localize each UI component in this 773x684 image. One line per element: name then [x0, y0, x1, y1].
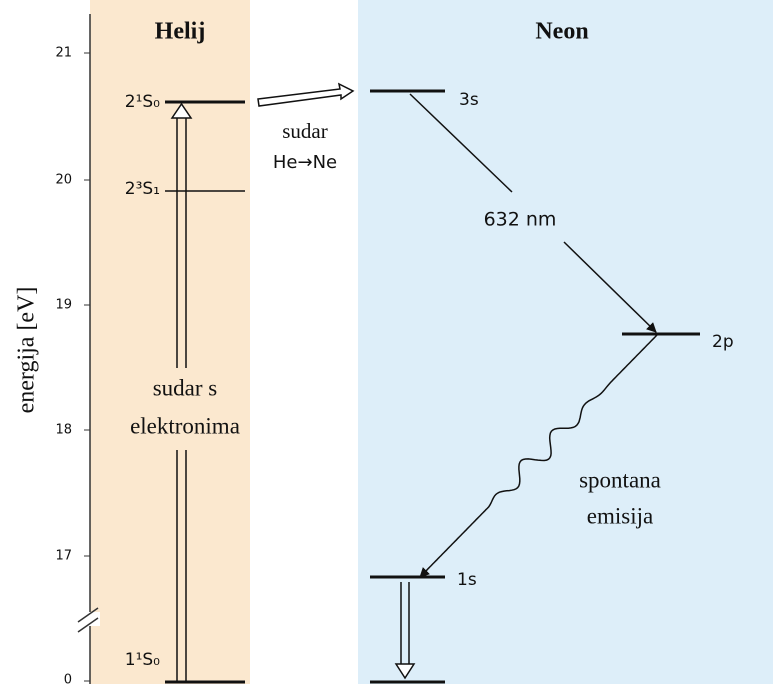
- tick-label: 20: [55, 173, 72, 188]
- tick-label: 19: [55, 298, 72, 313]
- axis-break: [77, 607, 99, 623]
- excitation-label: elektronima: [130, 413, 240, 438]
- helium-column: [90, 0, 250, 684]
- transition-label: 632 nm: [484, 209, 557, 231]
- transfer-label: sudar: [282, 119, 328, 143]
- neon-title: Neon: [535, 19, 588, 45]
- tick-label: 18: [55, 423, 72, 438]
- label-background: [122, 368, 248, 450]
- axis-break: [77, 617, 99, 633]
- level-label: 2¹S₀: [125, 92, 160, 112]
- level-label: 3s: [459, 90, 479, 110]
- transition-line: [409, 93, 513, 193]
- tick-label: 21: [55, 46, 72, 61]
- emission-label: emisija: [587, 503, 653, 528]
- axis-break-gap: [80, 612, 100, 626]
- neon-column: [358, 0, 773, 684]
- emission-arrow: [419, 333, 659, 578]
- level-label: 1¹S₀: [125, 650, 160, 670]
- axis-label: energija [eV]: [14, 287, 40, 414]
- tick-label: 17: [55, 549, 72, 564]
- axis-ticks: 21 20 19 18 17 0: [55, 46, 90, 684]
- transition-arrow: [563, 241, 657, 333]
- decay-arrow: [394, 582, 416, 680]
- tick-label: 0: [64, 673, 72, 684]
- helium-title: Helij: [155, 19, 206, 45]
- transfer-label: He→Ne: [273, 152, 337, 173]
- excitation-label: sudar s: [153, 375, 218, 400]
- level-label: 2³S₁: [125, 179, 160, 199]
- transfer-arrow: [257, 82, 355, 107]
- level-label: 2p: [712, 332, 734, 352]
- emission-label: spontana: [579, 467, 661, 492]
- level-label: 1s: [457, 570, 477, 590]
